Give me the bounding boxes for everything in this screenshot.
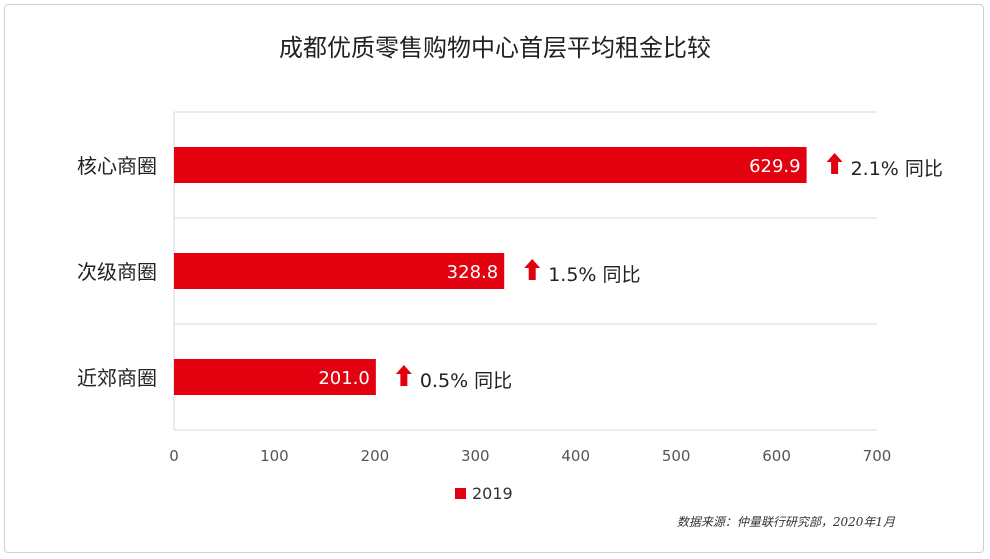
source-note: 数据来源：仲量联行研究部，2020年1月 [677,513,895,530]
x-tick-label: 100 [260,447,289,465]
x-tick-label: 300 [461,447,490,465]
yoy-annotation: 1.5% 同比 [548,264,640,286]
category-label: 次级商圈 [77,260,157,284]
category-label: 近郊商圈 [77,366,157,390]
bar [174,147,807,183]
legend-label: 2019 [472,484,513,503]
x-tick-label: 0 [169,447,179,465]
x-tick-label: 700 [863,447,892,465]
up-arrow-icon [827,153,843,174]
x-tick-label: 500 [662,447,691,465]
x-tick-label: 200 [361,447,390,465]
x-tick-label: 600 [762,447,791,465]
legend: 2019 [455,484,513,503]
legend-swatch [455,488,466,499]
up-arrow-icon [524,259,540,280]
x-tick-label: 400 [561,447,590,465]
yoy-annotation: 2.1% 同比 [851,158,943,180]
value-label: 328.8 [447,262,499,283]
value-label: 201.0 [318,368,370,389]
up-arrow-icon [396,365,412,386]
yoy-annotation: 0.5% 同比 [420,370,512,392]
value-label: 629.9 [749,156,801,177]
category-label: 核心商圈 [77,154,157,178]
